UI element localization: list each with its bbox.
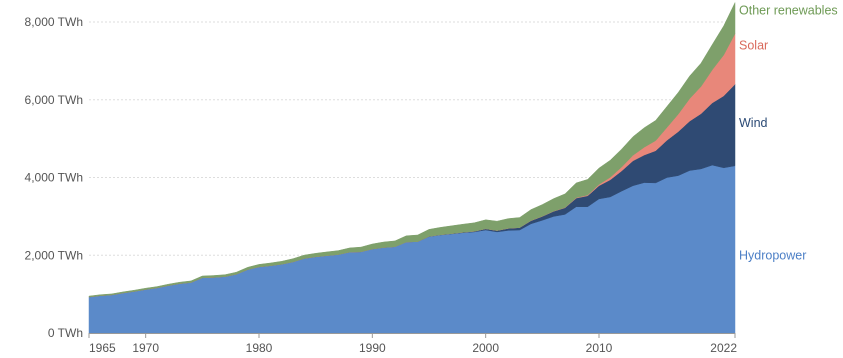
y-tick-label: 6,000 TWh <box>25 93 83 107</box>
y-tick-label: 4,000 TWh <box>25 171 83 185</box>
x-tick-label: 2000 <box>472 341 499 355</box>
series-label-hydropower: Hydropower <box>739 248 806 262</box>
series-label-wind: Wind <box>739 116 768 130</box>
series-label-other-renewables: Other renewables <box>739 3 838 17</box>
y-tick-label: 0 TWh <box>48 326 83 340</box>
y-axis: 0 TWh 2,000 TWh 4,000 TWh 6,000 TWh 8,000 TW… <box>25 15 83 340</box>
x-tick-label: 1990 <box>359 341 386 355</box>
area-hydropower <box>88 164 736 334</box>
y-tick-label: 8,000 TWh <box>25 15 83 29</box>
x-tick-label: 1980 <box>246 341 273 355</box>
y-tick-label: 2,000 TWh <box>25 248 83 262</box>
x-tick-label: 1965 <box>89 341 116 355</box>
x-tick-label: 2010 <box>586 341 613 355</box>
area-other-renewables <box>88 2 736 298</box>
area-series <box>88 2 736 334</box>
x-tick-label: 1970 <box>132 341 159 355</box>
x-tick-label: 2022 <box>710 341 737 355</box>
series-labels: Hydropower Wind Solar Other renewables <box>739 3 838 262</box>
series-label-solar: Solar <box>739 38 768 52</box>
x-axis: 1965 1970 1980 1990 2000 2010 2022 <box>88 333 737 355</box>
